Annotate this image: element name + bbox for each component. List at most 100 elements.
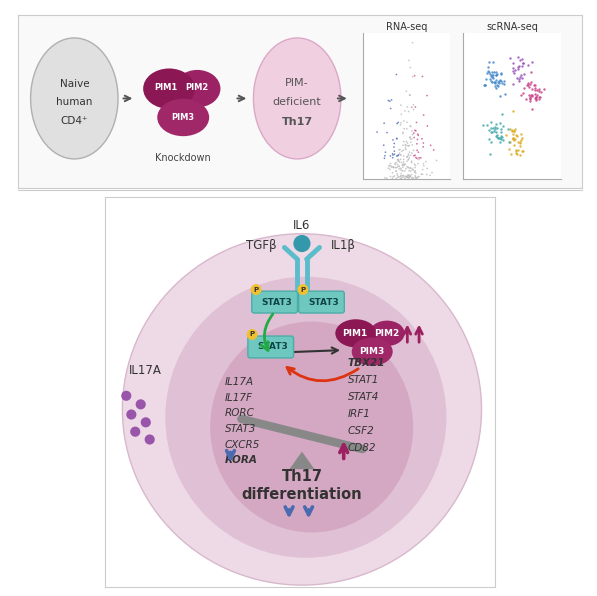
Point	[396, 171, 406, 181]
Point	[483, 63, 493, 72]
Point	[401, 145, 411, 154]
Point	[482, 74, 491, 83]
Ellipse shape	[143, 69, 195, 109]
Text: PIM-: PIM-	[285, 78, 309, 88]
Point	[396, 154, 405, 164]
Point	[406, 138, 416, 147]
Point	[395, 148, 404, 158]
Point	[389, 142, 399, 152]
Point	[390, 147, 399, 156]
Point	[389, 172, 398, 182]
Point	[392, 158, 401, 167]
Point	[525, 79, 535, 88]
Point	[425, 170, 435, 180]
Point	[401, 141, 410, 150]
Point	[422, 91, 432, 100]
Point	[513, 62, 523, 72]
Point	[403, 173, 413, 182]
Point	[494, 133, 503, 142]
Point	[505, 124, 515, 134]
Point	[534, 86, 544, 96]
FancyBboxPatch shape	[298, 291, 344, 313]
Point	[402, 102, 412, 111]
Circle shape	[293, 235, 310, 252]
Point	[484, 57, 494, 67]
Point	[392, 134, 402, 143]
Point	[516, 138, 525, 148]
Point	[491, 120, 501, 129]
Ellipse shape	[174, 70, 220, 107]
Point	[490, 77, 500, 86]
Point	[516, 90, 526, 100]
Point	[393, 155, 402, 164]
Point	[527, 57, 537, 67]
Point	[497, 69, 506, 79]
Point	[417, 134, 427, 144]
Point	[515, 74, 524, 83]
Point	[496, 127, 506, 136]
Point	[402, 172, 412, 181]
Point	[388, 150, 398, 160]
Text: IL17F: IL17F	[225, 393, 253, 403]
Point	[426, 141, 435, 150]
Point	[527, 85, 537, 94]
Point	[394, 145, 404, 154]
Point	[525, 94, 534, 103]
Point	[414, 153, 424, 163]
Point	[523, 60, 533, 69]
Text: PIM3: PIM3	[172, 113, 195, 122]
Text: PIM2: PIM2	[374, 329, 399, 338]
Point	[510, 65, 520, 74]
Point	[518, 133, 527, 142]
Point	[395, 157, 404, 167]
Point	[401, 172, 411, 182]
Point	[519, 83, 529, 93]
Point	[524, 82, 534, 92]
Point	[525, 91, 534, 100]
Point	[410, 150, 420, 160]
Ellipse shape	[254, 38, 341, 159]
Ellipse shape	[336, 319, 376, 347]
Point	[405, 91, 415, 100]
Point	[414, 172, 424, 181]
Circle shape	[136, 399, 146, 409]
Point	[487, 71, 497, 80]
Point	[386, 159, 395, 168]
Point	[492, 123, 501, 133]
Point	[534, 94, 543, 104]
Point	[491, 128, 500, 137]
Text: Knockdown: Knockdown	[155, 153, 211, 163]
Point	[388, 162, 398, 172]
Point	[414, 155, 424, 164]
Point	[427, 168, 437, 178]
Point	[405, 153, 414, 163]
Point	[482, 69, 492, 78]
Point	[519, 58, 528, 68]
Point	[386, 162, 396, 171]
Point	[491, 83, 500, 93]
Point	[399, 172, 409, 182]
Point	[491, 125, 500, 134]
Point	[380, 173, 390, 182]
Point	[405, 171, 415, 181]
Point	[487, 137, 496, 147]
Point	[407, 126, 417, 136]
Point	[493, 82, 503, 91]
Point	[407, 156, 416, 166]
Text: IL6: IL6	[293, 219, 310, 232]
Point	[516, 135, 526, 145]
Point	[402, 172, 412, 181]
Point	[515, 142, 525, 151]
Point	[498, 121, 507, 131]
Title: RNA-seq: RNA-seq	[386, 22, 427, 32]
Text: STAT3: STAT3	[308, 297, 338, 306]
Point	[504, 137, 513, 147]
Point	[389, 163, 398, 172]
Point	[404, 166, 414, 176]
Point	[407, 170, 416, 179]
Point	[423, 164, 432, 173]
Point	[409, 100, 418, 110]
Ellipse shape	[157, 99, 209, 136]
Point	[407, 103, 417, 112]
Point	[405, 172, 415, 181]
